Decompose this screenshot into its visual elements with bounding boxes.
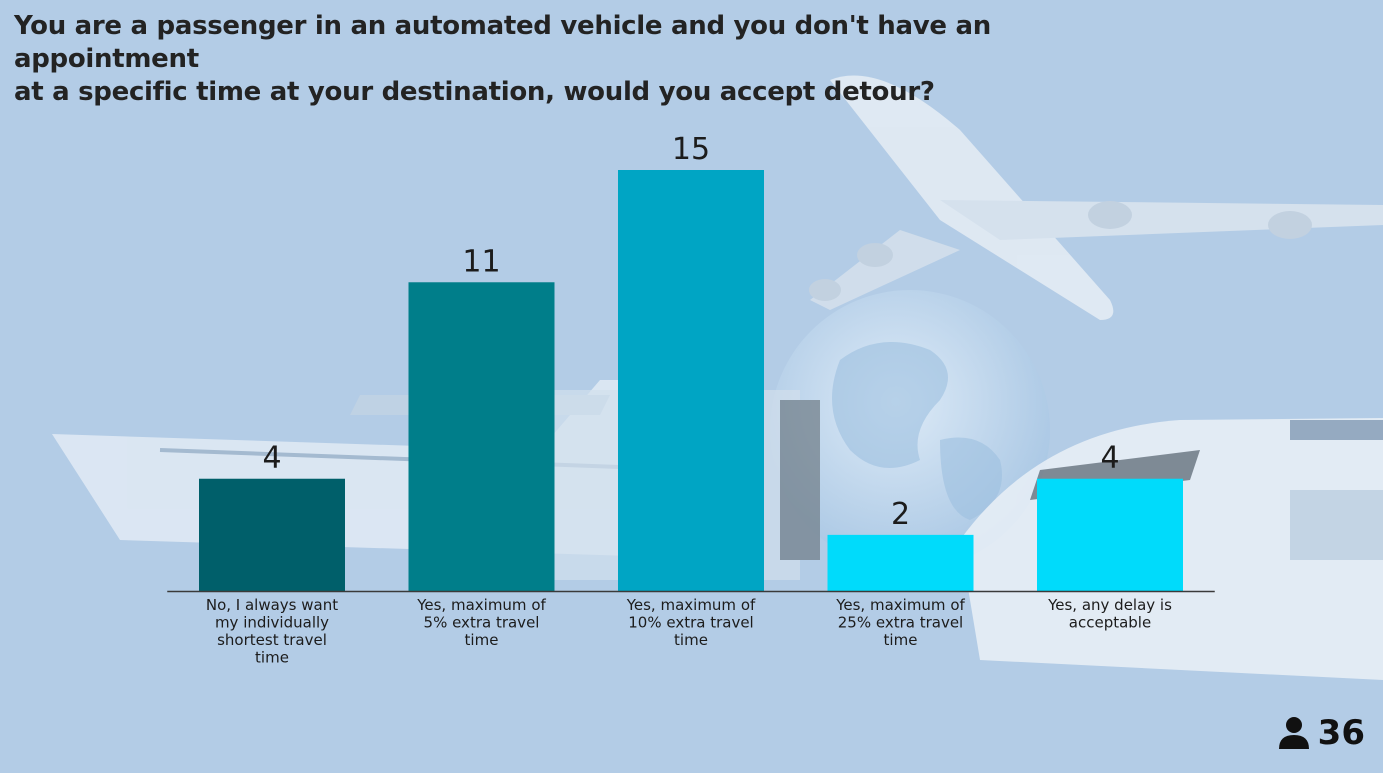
bar-value-label-5: 4 — [1100, 441, 1119, 476]
category-label-1: No, I always want my individually shortest… — [206, 596, 338, 667]
bar-5 — [1037, 478, 1183, 591]
category-label-2: Yes, maximum of 5% extra travel time — [416, 596, 546, 649]
person-icon — [1278, 717, 1309, 749]
globe-illustration — [770, 290, 1050, 570]
bar-1 — [199, 478, 345, 591]
bar-3 — [618, 170, 764, 591]
bar-value-label-1: 4 — [262, 441, 281, 476]
question-line-1: You are a passenger in an automated vehi… — [14, 11, 991, 74]
question-title: You are a passenger in an automated vehi… — [14, 10, 1134, 109]
bar-4 — [827, 534, 974, 591]
bar-2 — [408, 282, 555, 591]
airplane-illustration — [809, 75, 1383, 320]
response-count: 36 — [1317, 713, 1365, 753]
category-label-5: Yes, any delay is acceptable — [1047, 596, 1172, 632]
bar-value-label-4: 2 — [891, 497, 910, 532]
category-label-4: Yes, maximum of 25% extra travel time — [835, 596, 965, 649]
category-label-3: Yes, maximum of 10% extra travel time — [626, 596, 756, 649]
response-counter: 36 — [1278, 713, 1365, 753]
question-line-2: at a specific time at your destination, … — [14, 77, 935, 107]
bar-value-label-2: 11 — [462, 244, 500, 279]
bar-value-label-3: 15 — [672, 132, 710, 167]
